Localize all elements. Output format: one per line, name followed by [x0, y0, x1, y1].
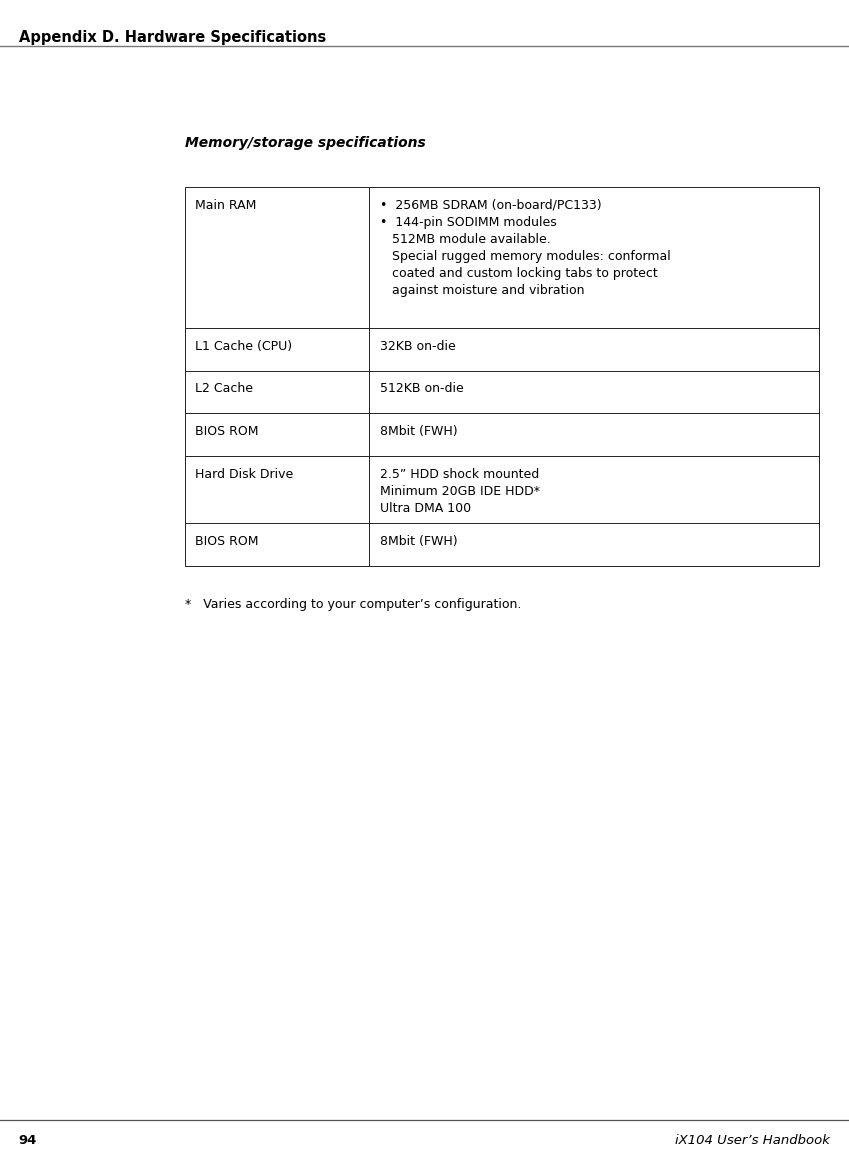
Bar [185, 187, 819, 566]
Text: BIOS ROM: BIOS ROM [195, 425, 259, 438]
Text: BIOS ROM: BIOS ROM [195, 535, 259, 547]
Text: •  256MB SDRAM (on-board/PC133)
•  144-pin SODIMM modules
   512MB module availa: • 256MB SDRAM (on-board/PC133) • 144-pin… [380, 199, 670, 297]
Text: 94: 94 [19, 1134, 37, 1147]
Text: 2.5” HDD shock mounted
Minimum 20GB IDE HDD*
Ultra DMA 100: 2.5” HDD shock mounted Minimum 20GB IDE … [380, 468, 539, 515]
Text: Main RAM: Main RAM [195, 199, 256, 211]
Text: iX104 User’s Handbook: iX104 User’s Handbook [676, 1134, 830, 1147]
Text: 32KB on-die: 32KB on-die [380, 340, 455, 352]
Text: Hard Disk Drive: Hard Disk Drive [195, 468, 294, 480]
Text: 8Mbit (FWH): 8Mbit (FWH) [380, 425, 457, 438]
Text: L1 Cache (CPU): L1 Cache (CPU) [195, 340, 292, 352]
Text: 512KB on-die: 512KB on-die [380, 382, 464, 395]
Text: *   Varies according to your computer’s configuration.: * Varies according to your computer’s co… [185, 598, 521, 611]
Text: Memory/storage specifications: Memory/storage specifications [185, 136, 426, 150]
Text: L2 Cache: L2 Cache [195, 382, 253, 395]
Text: 8Mbit (FWH): 8Mbit (FWH) [380, 535, 457, 547]
Text: Appendix D. Hardware Specifications: Appendix D. Hardware Specifications [19, 30, 326, 45]
